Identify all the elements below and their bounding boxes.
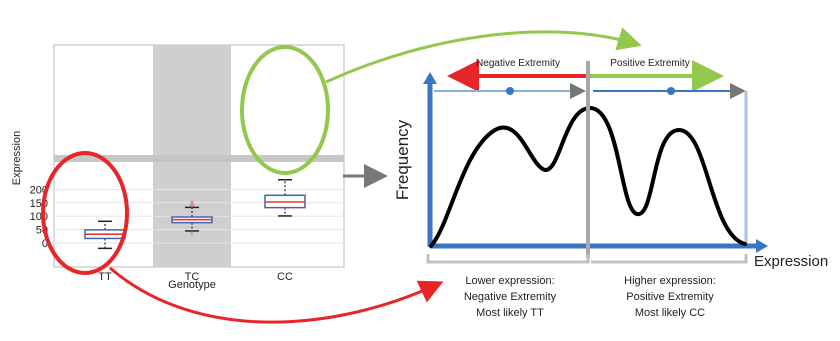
upper-range-mean-dot bbox=[667, 87, 675, 95]
lower-range-mean-dot bbox=[506, 87, 514, 95]
tt-highlight-ellipse bbox=[41, 151, 129, 275]
boxplot-xticks: TT TC CC bbox=[98, 271, 293, 283]
outlier-point: + bbox=[190, 200, 195, 209]
xtick-label: TT bbox=[98, 271, 112, 283]
boxplot-boxes: +++++ bbox=[84, 179, 306, 250]
expression-axis-arrowhead bbox=[756, 239, 768, 253]
outlier-point: + bbox=[190, 201, 195, 210]
red-connector-arrow bbox=[109, 266, 444, 324]
lower-caption-line-3: Most likely TT bbox=[476, 307, 544, 319]
higher-caption-line-1: Higher expression: bbox=[624, 275, 716, 287]
higher-bracket bbox=[591, 254, 748, 264]
positive-extremity-label: Positive Extremity bbox=[610, 58, 689, 69]
higher-caption-line-2: Positive Extremity bbox=[626, 291, 714, 303]
negative-extremity-label: Negative Extremity bbox=[476, 58, 560, 69]
lower-bracket bbox=[426, 254, 590, 264]
boxplot-xlabel: Genotype bbox=[168, 279, 216, 291]
density-curve bbox=[429, 105, 747, 248]
frequency-axis-arrowhead bbox=[423, 72, 437, 84]
boxplot-ylabel: Expression bbox=[11, 131, 23, 185]
xtick-label: TC bbox=[185, 271, 200, 283]
cc-highlight-ellipse bbox=[240, 45, 330, 175]
green-connector-arrow bbox=[325, 27, 642, 84]
outlier-point: + bbox=[190, 197, 195, 206]
xtick-label: CC bbox=[277, 271, 293, 283]
outlier-point: + bbox=[190, 229, 195, 238]
density-panel: Negative Extremity Positive Extremity Fr… bbox=[393, 58, 828, 319]
density-ylabel: Frequency bbox=[393, 119, 412, 200]
density-xlabel: Expression bbox=[754, 253, 828, 270]
outlier-point: + bbox=[190, 199, 195, 208]
lower-caption-line-1: Lower expression: bbox=[465, 275, 554, 287]
higher-caption-line-3: Most likely CC bbox=[635, 307, 705, 319]
lower-caption-line-2: Negative Extremity bbox=[464, 291, 557, 303]
ytick-label: 0 bbox=[42, 238, 48, 250]
threshold-band bbox=[54, 155, 344, 162]
